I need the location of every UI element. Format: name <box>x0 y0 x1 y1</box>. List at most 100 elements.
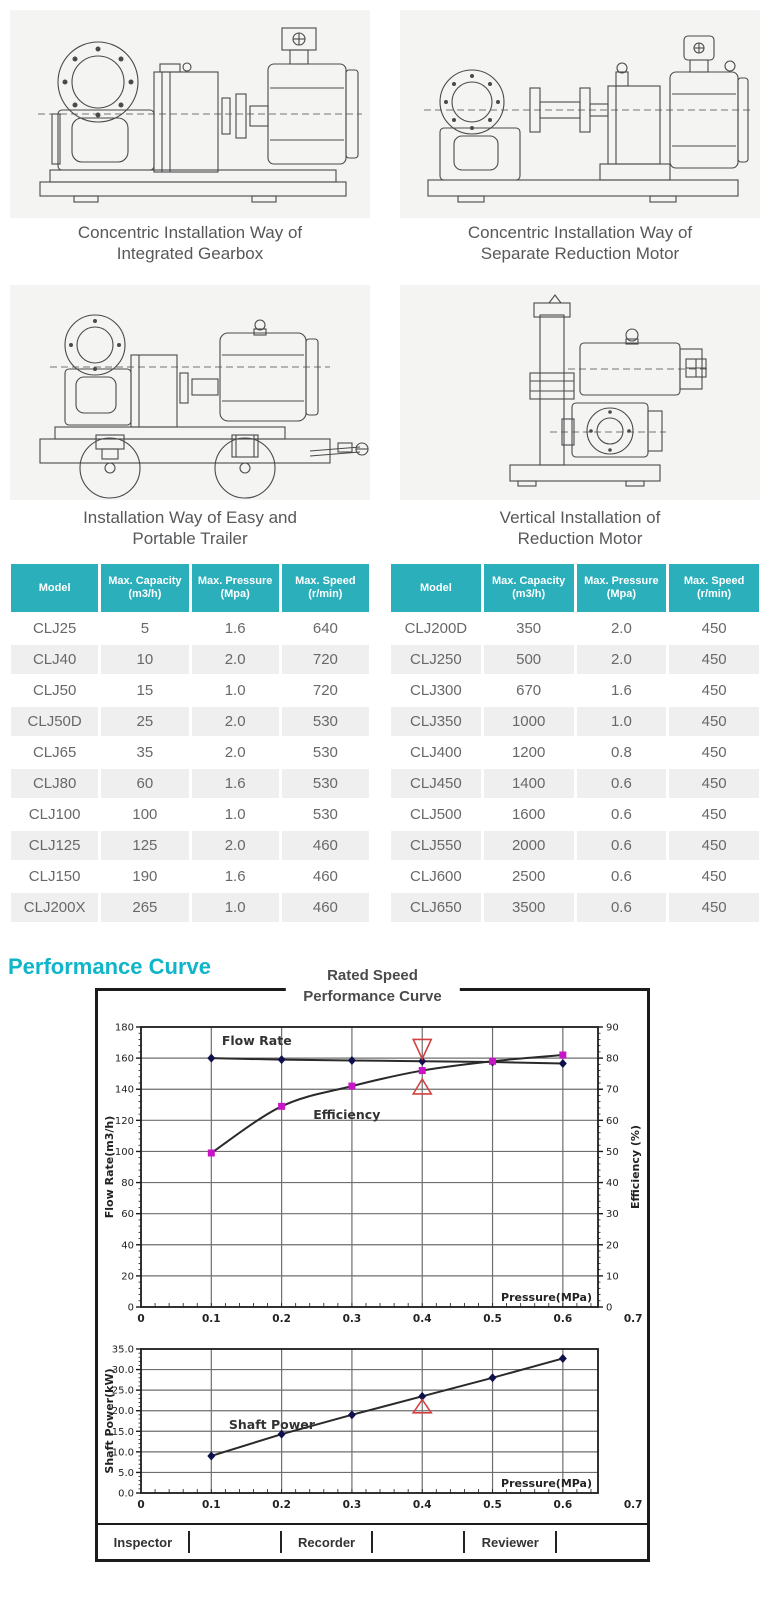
footer-divider <box>187 1531 190 1553</box>
drawing-panel-portable-trailer <box>10 285 370 500</box>
svg-text:Pressure(MPa): Pressure(MPa) <box>501 1291 592 1304</box>
table-row: CLJ250 500 2.0 450 <box>391 645 759 674</box>
svg-text:0.1: 0.1 <box>202 1313 221 1325</box>
svg-text:0.2: 0.2 <box>272 1313 291 1325</box>
footer-divider <box>279 1531 282 1553</box>
cell: 720 <box>281 676 369 705</box>
svg-text:0: 0 <box>128 1303 134 1314</box>
cell: 460 <box>281 831 369 860</box>
column-header: Model <box>391 564 481 612</box>
caption-line: Concentric Installation Way of <box>467 223 693 242</box>
cell: 2.0 <box>191 738 279 767</box>
cell: 500 <box>483 645 574 674</box>
table-row: CLJ200X 265 1.0 460 <box>11 893 369 922</box>
cell: CLJ50D <box>11 707 99 736</box>
table-row: CLJ550 2000 0.6 450 <box>391 831 759 860</box>
cell: 35 <box>101 738 189 767</box>
cell: CLJ100 <box>11 800 99 829</box>
cell: 1.0 <box>191 676 279 705</box>
cell: 265 <box>101 893 189 922</box>
column-header: Max. Capacity (m3/h) <box>483 564 574 612</box>
figure-title-line2: Performance Curve <box>303 988 442 1005</box>
caption-separate-reduction-motor: Concentric Installation Way of Separate … <box>400 222 760 264</box>
cell: CLJ450 <box>391 769 481 798</box>
svg-text:40: 40 <box>121 1240 134 1251</box>
table-row: CLJ25 5 1.6 640 <box>11 614 369 643</box>
table-row: CLJ650 3500 0.6 450 <box>391 893 759 922</box>
figure-title: Rated Speed Performance Curve <box>285 965 460 1007</box>
caption-line: Reduction Motor <box>517 529 643 548</box>
svg-text:Pressure(MPa): Pressure(MPa) <box>501 1477 592 1490</box>
cell: CLJ500 <box>391 800 481 829</box>
drawing-panel-integrated-gearbox <box>10 10 370 218</box>
svg-text:0: 0 <box>137 1499 144 1511</box>
cell: 450 <box>669 707 759 736</box>
cell: 450 <box>669 862 759 891</box>
svg-text:0.4: 0.4 <box>413 1499 432 1511</box>
cell: 0.6 <box>576 893 667 922</box>
column-header: Max. Capacity (m3/h) <box>101 564 189 612</box>
cell: 15 <box>101 676 189 705</box>
svg-text:30: 30 <box>606 1209 619 1220</box>
cell: 1000 <box>483 707 574 736</box>
svg-text:Shaft Power: Shaft Power <box>229 1417 316 1432</box>
svg-text:10.0: 10.0 <box>112 1447 134 1458</box>
cell: 460 <box>281 862 369 891</box>
cell: 0.6 <box>576 769 667 798</box>
caption-line: Concentric Installation Way of <box>77 223 303 242</box>
cell: 100 <box>101 800 189 829</box>
table-row: CLJ500 1600 0.6 450 <box>391 800 759 829</box>
cell: 190 <box>101 862 189 891</box>
caption-portable-trailer: Installation Way of Easy and Portable Tr… <box>10 507 370 549</box>
spec-table-right: Model Max. Capacity (m3/h) Max. Pressure (Mp… <box>388 562 762 924</box>
table-row: CLJ400 1200 0.8 450 <box>391 738 759 767</box>
svg-text:25.0: 25.0 <box>112 1386 134 1397</box>
svg-text:Flow Rate(m3/h): Flow Rate(m3/h) <box>103 1116 116 1218</box>
cell: 2000 <box>483 831 574 860</box>
cell: CLJ50 <box>11 676 99 705</box>
svg-text:90: 90 <box>606 1023 619 1034</box>
cell: 60 <box>101 769 189 798</box>
svg-text:0.4: 0.4 <box>413 1313 432 1325</box>
cell: 450 <box>669 769 759 798</box>
cell: CLJ550 <box>391 831 481 860</box>
footer-label-inspector: Inspector <box>113 1534 173 1550</box>
column-header: Max. Pressure (Mpa) <box>576 564 667 612</box>
table-row: CLJ350 1000 1.0 450 <box>391 707 759 736</box>
svg-text:0.3: 0.3 <box>343 1499 362 1511</box>
table-row: CLJ300 670 1.6 450 <box>391 676 759 705</box>
pump-vertical-installation-drawing-icon <box>509 294 710 487</box>
column-header: Model <box>11 564 99 612</box>
cell: 0.6 <box>576 831 667 860</box>
caption-vertical-installation: Vertical Installation of Reduction Motor <box>400 507 760 549</box>
cell: 450 <box>669 645 759 674</box>
footer-divider <box>371 1531 374 1553</box>
svg-text:60: 60 <box>606 1116 619 1127</box>
cell: CLJ80 <box>11 769 99 798</box>
svg-text:180: 180 <box>115 1023 134 1034</box>
caption-line: Installation Way of Easy and <box>83 508 297 527</box>
cell: 530 <box>281 800 369 829</box>
spec-table-left: Model Max. Capacity (m3/h) Max. Pressure (Mp… <box>8 562 372 924</box>
svg-text:0.5: 0.5 <box>483 1313 502 1325</box>
drawing-panel-separate-reduction-motor <box>400 10 760 218</box>
cell: CLJ250 <box>391 645 481 674</box>
cell: 0.6 <box>576 800 667 829</box>
svg-text:0.6: 0.6 <box>554 1313 573 1325</box>
cell: 450 <box>669 614 759 643</box>
cell: 530 <box>281 738 369 767</box>
spec-table-right-wrap: Model Max. Capacity (m3/h) Max. Pressure (Mp… <box>388 562 762 924</box>
cell: 2.0 <box>576 614 667 643</box>
svg-text:140: 140 <box>115 1085 134 1096</box>
footer-label-recorder: Recorder <box>298 1534 356 1550</box>
cell: 2.0 <box>191 831 279 860</box>
cell: 2500 <box>483 862 574 891</box>
cell: CLJ125 <box>11 831 99 860</box>
footer-divider <box>555 1531 558 1553</box>
cell: 1.6 <box>191 862 279 891</box>
cell: 10 <box>101 645 189 674</box>
cell: 1.6 <box>191 769 279 798</box>
performance-chart-top: 0 20 40 60 80 100 120 140 160 180 0 10 20 30 40 50 60 70 8… <box>103 1023 642 1326</box>
svg-text:0.5: 0.5 <box>483 1499 502 1511</box>
